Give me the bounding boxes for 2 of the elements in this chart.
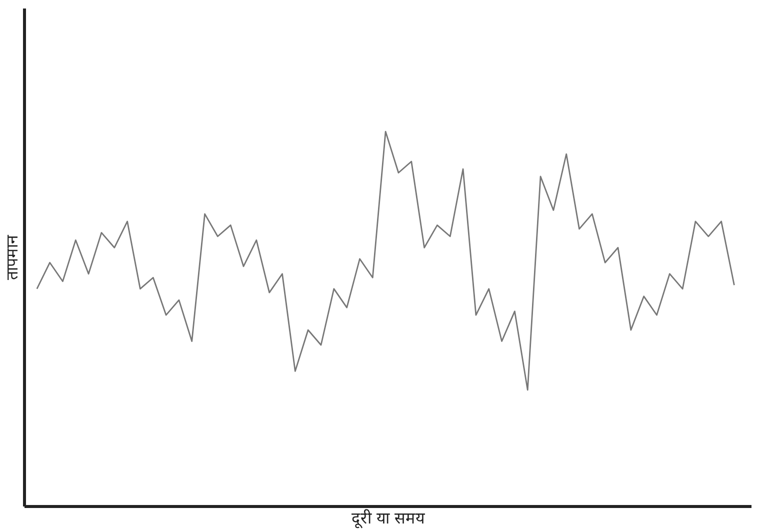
x-axis-title: दूरी या समय: [351, 508, 426, 528]
y-axis-title: तापमान: [2, 234, 22, 280]
